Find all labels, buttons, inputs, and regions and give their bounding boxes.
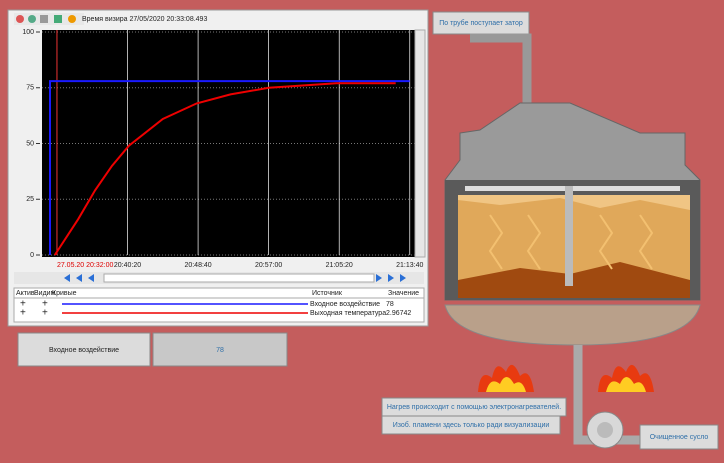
input-value[interactable]: 78 (216, 347, 224, 354)
x-tick-label: 20:40:20 (114, 262, 141, 269)
x-tick-label: 21:05:20 (326, 262, 353, 269)
active-flag: + (20, 308, 26, 319)
table-value: 78 (386, 301, 394, 308)
y-tick-label: 50 (26, 140, 34, 147)
table-value: 2.96742 (386, 310, 411, 317)
output-label: Очищенное сусло (650, 434, 709, 441)
x-tick-label: 20:57:00 (255, 262, 282, 269)
visible-flag: + (42, 308, 48, 319)
icon[interactable] (28, 15, 36, 23)
table-header: Актив (16, 290, 35, 297)
input-label: Входное воздействие (49, 346, 119, 354)
h-scroll[interactable] (104, 274, 374, 282)
flame-label: Изоб. пламени здесь только ради визуализ… (393, 421, 550, 429)
screen: Время визира 27/05/2020 20:33:08.493 Акт… (0, 0, 724, 463)
table-header: Значение (388, 290, 419, 297)
icon[interactable] (68, 15, 76, 23)
heating-label: Нагрев происходит с помощью электронагре… (387, 403, 561, 411)
scrollbar[interactable] (415, 30, 425, 257)
table-header: Источник (312, 290, 343, 297)
shaft (565, 186, 573, 286)
x-tick-label: 20:48:40 (184, 262, 211, 269)
icon[interactable] (16, 15, 24, 23)
icon[interactable] (40, 15, 48, 23)
cursor-time: Время визира 27/05/2020 20:33:08.493 (82, 16, 207, 23)
y-tick-label: 75 (26, 85, 34, 92)
pump-hub (597, 422, 613, 438)
table-header: Кривые (52, 290, 77, 297)
y-tick-label: 0 (30, 252, 34, 259)
pipe-label: По трубе поступает затор (439, 19, 523, 27)
y-tick-label: 100 (22, 29, 34, 36)
x-tick-label: 27.05.20 20:32:00 (57, 262, 114, 269)
legend-name: Входное воздействие (310, 300, 380, 308)
x-tick-label: 21:13:40 (396, 262, 423, 269)
y-tick-label: 25 (26, 196, 34, 203)
icon[interactable] (54, 15, 62, 23)
legend-name: Выходная температура (310, 310, 386, 317)
